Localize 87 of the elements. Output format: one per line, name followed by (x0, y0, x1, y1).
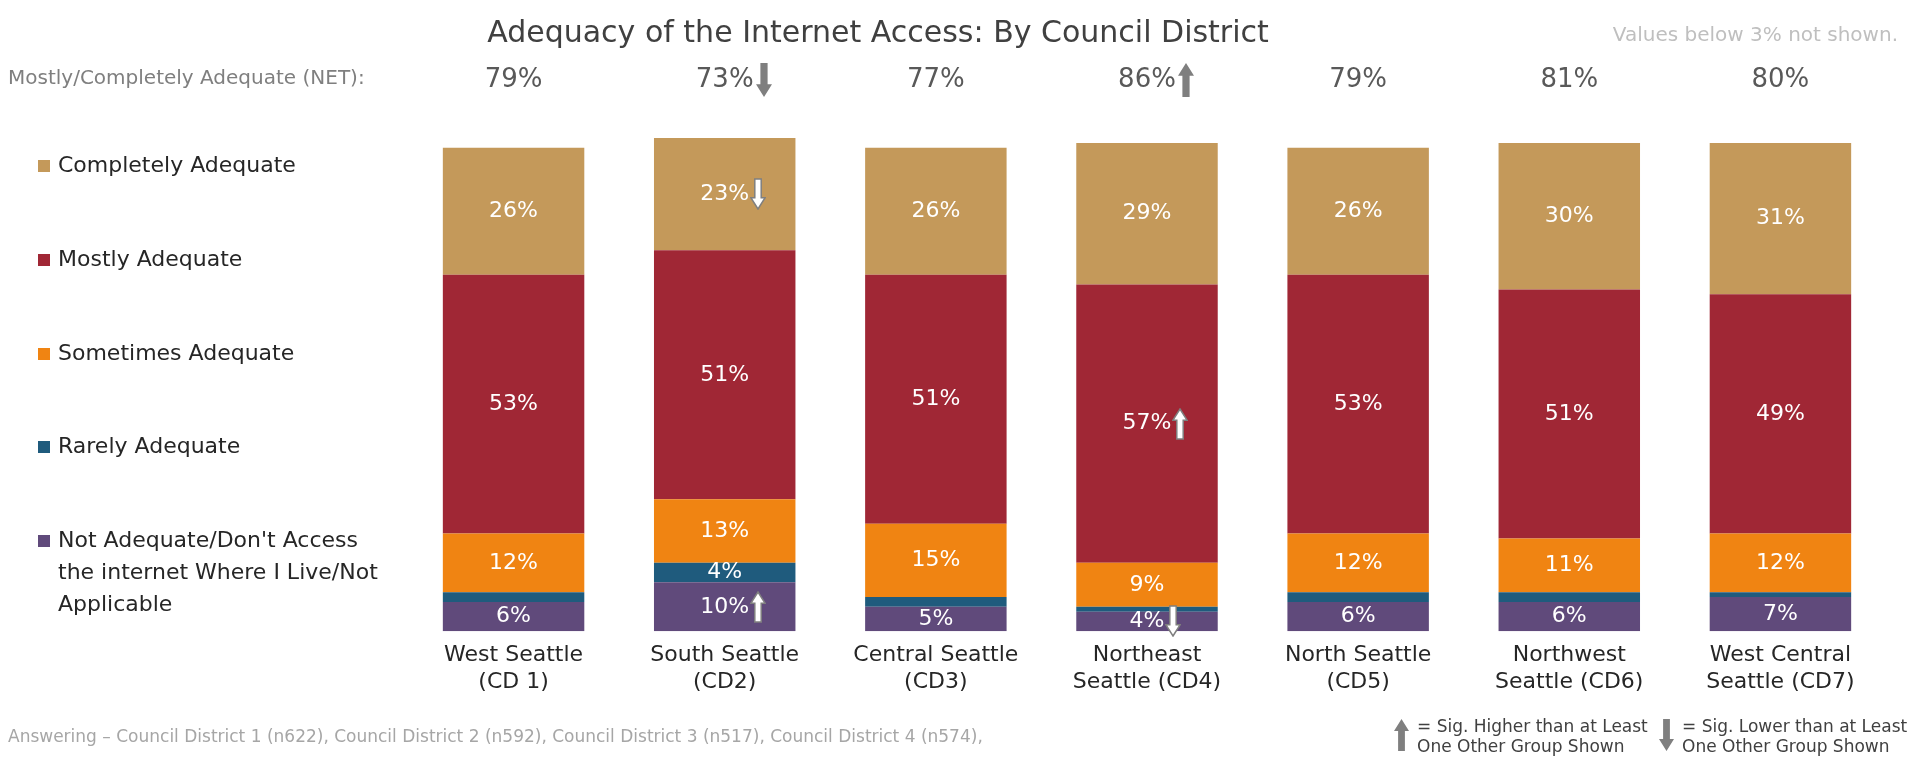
bar (1287, 533, 1429, 593)
data-label: 31% (1755, 204, 1805, 230)
bar (653, 250, 796, 500)
legend-label: Rarely Adequate (58, 432, 241, 461)
bar (653, 138, 796, 251)
data-label: 13% (700, 516, 750, 542)
data-label: 23% (700, 179, 750, 205)
text: 79% (1329, 62, 1388, 93)
bar (1709, 142, 1852, 295)
bar (1287, 601, 1429, 632)
data-label: 12% (1755, 548, 1805, 574)
data-label: 6% (1340, 602, 1376, 628)
bar (1076, 284, 1218, 563)
bar (865, 523, 1007, 598)
bar (442, 533, 585, 593)
bar (653, 582, 796, 632)
bar (865, 274, 1007, 524)
bar (1498, 592, 1641, 602)
data-label: 12% (1333, 548, 1383, 574)
bar (1287, 592, 1429, 602)
bar (442, 147, 585, 275)
x-tick-label: Central Seattle (CD3) (853, 641, 1019, 693)
bar (1709, 294, 1852, 534)
text: = Sig. Lower than at Least One Other Group Shown (1682, 716, 1909, 756)
data-label: 11% (1544, 551, 1594, 576)
data-label: 6% (1551, 602, 1587, 628)
text: = Sig. Higher than at Least One Other Group Shown (1417, 716, 1649, 756)
data-label: 57% (1122, 409, 1172, 435)
data-label: 30% (1544, 201, 1594, 227)
chart-title: Adequacy of the Internet Access: By Council District (487, 14, 1269, 49)
data-label: 7% (1762, 599, 1798, 625)
data-label: 29% (1122, 199, 1172, 225)
bar (442, 274, 585, 534)
data-label: 51% (700, 360, 750, 386)
bar (1076, 562, 1218, 607)
data-label: 10% (700, 592, 750, 618)
data-label: 4% (707, 558, 743, 584)
bar (1709, 533, 1852, 593)
data-label: 26% (1333, 196, 1383, 222)
bar (442, 592, 585, 602)
x-tick-label: Northwest Seattle (CD6) (1495, 641, 1644, 693)
x-tick-label: North Seattle (CD5) (1284, 641, 1432, 693)
bar (1498, 601, 1641, 632)
bar (1709, 597, 1852, 632)
x-tick-label: West Central Seattle (CD7) (1706, 641, 1855, 693)
data-label: 53% (489, 389, 539, 415)
bar (1287, 274, 1429, 534)
bar (442, 601, 585, 632)
data-label: 5% (918, 604, 954, 630)
bar (865, 597, 1007, 607)
legend-label: Not Adequate/Don't Access the internet Where I Live/Not Applicable (58, 526, 378, 619)
text: 73% (695, 62, 754, 93)
bar (1076, 606, 1218, 612)
text: 80% (1751, 62, 1810, 93)
data-label: 12% (489, 548, 539, 574)
data-label: 49% (1755, 399, 1805, 425)
x-tick-label: Northeast Seattle (CD4) (1072, 641, 1222, 693)
bar (1709, 592, 1852, 598)
text: 79% (484, 62, 543, 93)
data-label: 4% (1129, 607, 1165, 633)
data-label: 51% (911, 384, 961, 410)
bar (865, 147, 1007, 275)
data-label: 53% (1333, 389, 1383, 415)
text: 77% (906, 62, 965, 93)
bar (865, 606, 1007, 632)
legend-label: Sometimes Adequate (58, 338, 295, 367)
bar (653, 499, 796, 563)
data-label: 26% (489, 196, 539, 222)
text: Values below 3% not shown. (1612, 22, 1898, 46)
data-label: 51% (1544, 399, 1594, 425)
x-tick-label: South Seattle (CD2) (650, 641, 800, 693)
text: 86% (1118, 62, 1176, 93)
text: Answering – Council District 1 (n622), Council District 2 (n592), Council District 3 (n517), Council District 4 (n574), (8, 726, 983, 746)
data-label: 6% (496, 602, 532, 628)
data-label: 26% (911, 196, 961, 222)
text: 81% (1540, 62, 1599, 93)
text: Mostly/Completely Adequate (NET): (8, 65, 365, 89)
bar (1498, 142, 1641, 290)
legend-label: Completely Adequate (58, 150, 296, 179)
bar (1287, 147, 1429, 275)
legend-label: Mostly Adequate (58, 244, 243, 273)
bar (1076, 142, 1218, 285)
x-tick-label: West Seattle (CD 1) (444, 641, 584, 693)
data-label: 9% (1129, 570, 1165, 596)
bar (1498, 538, 1641, 593)
data-label: 15% (911, 546, 961, 572)
bar (1498, 289, 1641, 539)
